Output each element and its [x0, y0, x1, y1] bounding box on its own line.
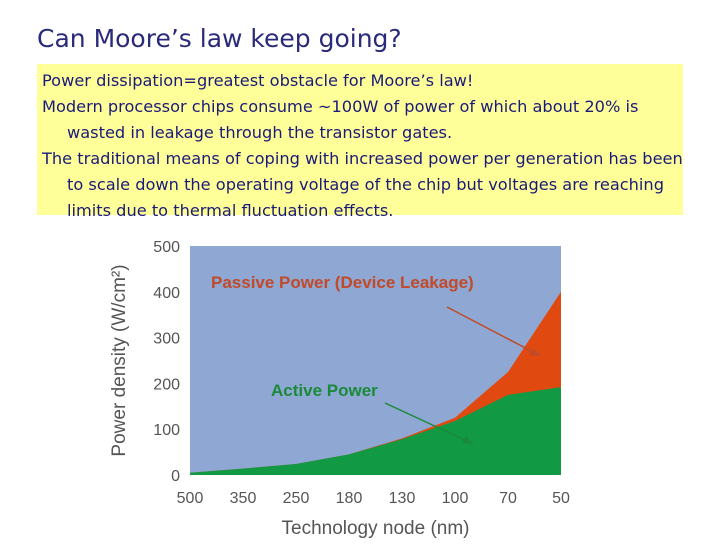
chart-svg: 0 100 200 300 400 500 500 350 250 180 130 100 70 50 Te…	[109, 239, 570, 539]
y-tick-label: 0	[171, 468, 180, 485]
series-area-active-power	[190, 387, 561, 475]
x-tick-label: 130	[389, 490, 416, 507]
text-box: Power dissipation=greatest obstacle for …	[37, 64, 683, 220]
y-tick-label: 200	[153, 376, 180, 393]
annotation-passive-power: Passive Power (Device Leakage)	[211, 273, 474, 292]
x-tick-label: 350	[230, 490, 257, 507]
annotation-active-power: Active Power	[271, 381, 378, 400]
x-tick-label: 70	[499, 490, 517, 507]
annotation-arrowhead-active	[462, 436, 474, 444]
y-tick-label: 300	[153, 331, 180, 348]
x-tick-label: 500	[177, 490, 204, 507]
bullet-3: The traditional means of coping with inc…	[42, 149, 683, 220]
x-tick-label: 250	[283, 490, 310, 507]
annotation-arrowhead-passive	[529, 348, 541, 356]
power-density-chart: 0 100 200 300 400 500 500 350 250 180 130 100 70 50 Te…	[95, 228, 585, 540]
slide-title: Can Moore’s law keep going?	[37, 24, 402, 53]
bullet-1: Power dissipation=greatest obstacle for …	[42, 71, 474, 90]
y-tick-label: 500	[153, 239, 180, 256]
x-tick-label: 50	[552, 490, 570, 507]
bullet-2: Modern processor chips consume ~100W of …	[42, 97, 639, 142]
annotation-arrow-active	[384, 402, 468, 442]
y-axis-label: Power density (W/cm²)	[109, 264, 130, 456]
x-tick-label: 100	[442, 490, 469, 507]
annotation-arrow-passive	[446, 306, 536, 354]
x-tick-label: 180	[336, 490, 363, 507]
x-axis-label: Technology node (nm)	[282, 518, 470, 539]
y-tick-label: 400	[153, 285, 180, 302]
y-tick-label: 100	[153, 422, 180, 439]
